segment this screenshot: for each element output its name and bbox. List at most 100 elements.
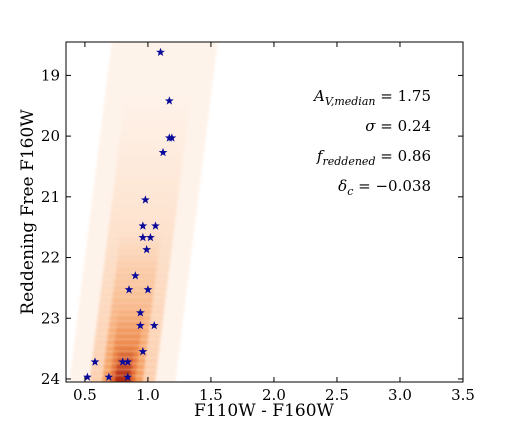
- density-cell: [105, 90, 212, 98]
- data-point-star: [141, 195, 150, 204]
- density-cell: [107, 72, 214, 80]
- density-cell: [114, 175, 181, 183]
- density-cell: [118, 309, 144, 316]
- x-tick-label: 3.0: [388, 386, 412, 404]
- data-point-star: [151, 221, 160, 230]
- density-cell: [123, 108, 189, 116]
- density-cell: [111, 42, 218, 49]
- x-tick-label: 1.0: [136, 386, 160, 404]
- data-point-star: [123, 372, 133, 381]
- data-point-star: [104, 372, 114, 381]
- y-tick-label: 19: [41, 66, 60, 84]
- density-cell: [106, 78, 213, 86]
- annotation-line: AV,median = 1.75: [312, 87, 431, 108]
- data-point-star: [130, 271, 140, 280]
- data-point-star: [164, 96, 174, 105]
- x-tick-label: 2.0: [262, 386, 286, 404]
- density-cell: [108, 66, 215, 73]
- density-cell: [121, 230, 161, 237]
- density-cell: [118, 345, 134, 353]
- plot-frame: [65, 41, 464, 383]
- data-point-star: [135, 320, 145, 330]
- density-cell: [124, 103, 190, 110]
- data-point-star: [135, 308, 145, 317]
- x-tick-label: 1.5: [199, 386, 223, 404]
- density-cell: [115, 375, 131, 382]
- density-cell: [113, 290, 154, 298]
- data-point-star: [90, 357, 100, 366]
- density-cell: [119, 139, 185, 146]
- density-cell: [114, 278, 155, 286]
- density-cell: [122, 114, 188, 122]
- data-point-star: [149, 320, 159, 330]
- x-tick-label: 0.5: [73, 386, 97, 404]
- data-point-star: [156, 47, 165, 57]
- data-point-star: [167, 133, 177, 142]
- data-point-star: [138, 232, 148, 242]
- density-cell: [119, 303, 144, 310]
- density-cell: [117, 254, 158, 262]
- density-cell: [121, 120, 188, 128]
- density-cell: [109, 218, 176, 225]
- data-point-star: [142, 245, 152, 254]
- density-cell: [111, 199, 178, 207]
- density-cell: [109, 54, 216, 61]
- density-cell: [116, 163, 182, 171]
- y-axis: 19 20 21 22 23 24: [41, 66, 463, 388]
- density-cell: [116, 363, 132, 371]
- density-cell: [120, 127, 187, 134]
- density-cell: [115, 369, 131, 377]
- density-cell: [114, 181, 180, 189]
- density-cell: [119, 236, 161, 243]
- data-point-star: [123, 357, 133, 366]
- density-cell: [111, 205, 177, 213]
- density-cell: [118, 351, 134, 359]
- data-point-star: [158, 147, 168, 157]
- data-point-star: [138, 221, 148, 230]
- density-cell: [117, 315, 143, 322]
- density-cell: [116, 327, 142, 335]
- density-region: [69, 42, 218, 382]
- density-cell: [104, 96, 211, 104]
- density-cell: [117, 157, 183, 165]
- y-tick-label: 22: [41, 249, 60, 267]
- data-point-star: [118, 357, 128, 366]
- density-cell: [115, 169, 182, 177]
- y-tick-label: 20: [41, 127, 60, 145]
- density-cell: [108, 230, 174, 237]
- data-point-star: [124, 285, 134, 294]
- density-cell: [115, 333, 141, 341]
- density-cell: [112, 297, 153, 304]
- annotation-line: freddened = 0.86: [316, 147, 431, 168]
- density-cell: [110, 212, 176, 219]
- x-axis: 0.5 1.0 1.5 2.0 2.5 3.0 3.5: [73, 42, 475, 404]
- x-tick-label: 2.5: [325, 386, 349, 404]
- density-cell: [114, 339, 140, 347]
- y-tick-label: 24: [41, 370, 60, 388]
- y-tick-label: 23: [41, 309, 60, 327]
- density-cell: [118, 248, 159, 256]
- density-cell: [119, 242, 160, 250]
- data-point-star: [143, 285, 153, 294]
- density-cell: [118, 145, 185, 152]
- data-points: [83, 47, 177, 381]
- density-cell: [103, 102, 210, 110]
- density-cell: [109, 60, 215, 67]
- density-cell: [125, 97, 191, 104]
- density-cell: [116, 266, 157, 274]
- data-point-star: [146, 232, 155, 242]
- annotation-line: δc = −0.038: [338, 177, 431, 198]
- density-cell: [116, 321, 143, 328]
- density-cell: [106, 84, 212, 92]
- y-tick-label: 21: [41, 188, 60, 206]
- x-axis-label: F110W - F160W: [194, 401, 335, 421]
- data-point-star: [138, 347, 148, 356]
- fit-annotations: AV,median = 1.75 σ = 0.24 freddened = 0.86…: [312, 87, 431, 198]
- density-cell: [120, 133, 186, 140]
- density-cell: [111, 303, 152, 310]
- density-cell: [116, 260, 158, 268]
- y-axis-label: Reddening Free F160W: [18, 109, 38, 315]
- data-point-star: [83, 372, 92, 381]
- x-tick-label: 3.5: [451, 386, 475, 404]
